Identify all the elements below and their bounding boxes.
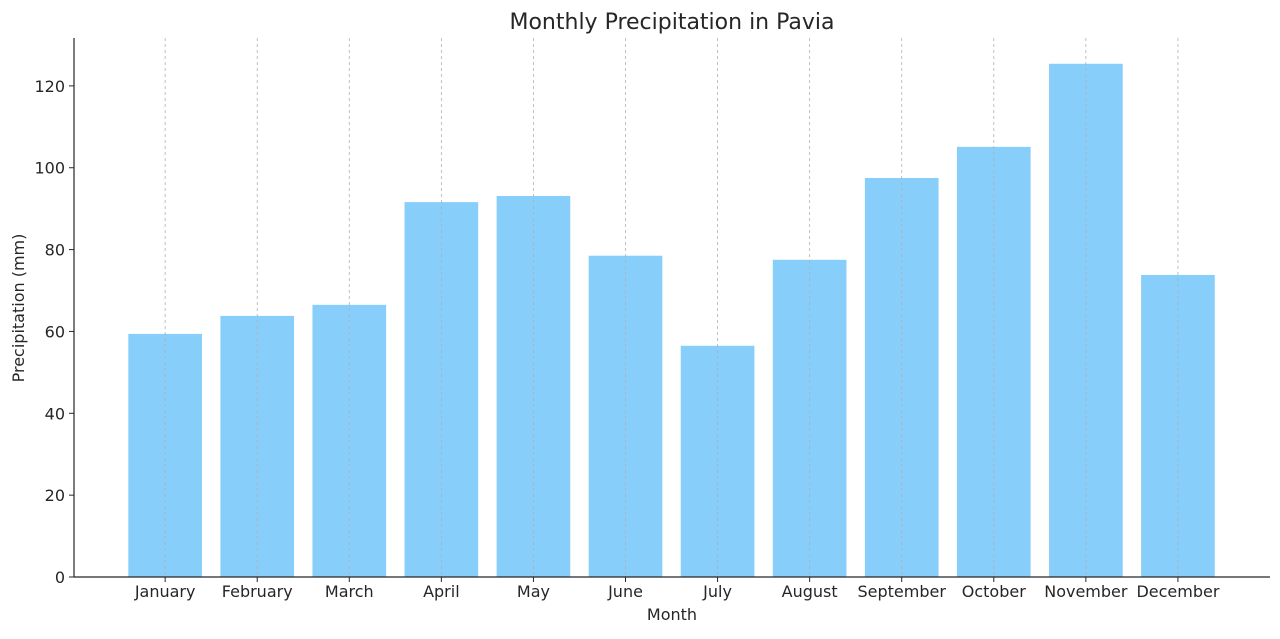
x-tick-label: July <box>702 582 732 601</box>
x-tick-labels: January February March April May June July Augu… <box>134 582 1220 601</box>
x-tick-label: January <box>134 582 196 601</box>
y-tick-label: 80 <box>45 241 65 260</box>
x-tick-label: June <box>607 582 643 601</box>
x-tick-label: March <box>325 582 374 601</box>
y-tick-label: 120 <box>34 77 65 96</box>
y-axis-label: Precipitation (mm) <box>9 234 28 383</box>
x-tick-label: September <box>857 582 946 601</box>
x-axis-label: Month <box>647 605 697 624</box>
axes <box>69 38 1270 582</box>
y-tick-label: 0 <box>55 568 65 587</box>
y-tick-label: 20 <box>45 486 65 505</box>
x-tick-label: May <box>517 582 550 601</box>
x-tick-label: February <box>222 582 293 601</box>
x-tick-label: August <box>782 582 838 601</box>
x-tick-label: April <box>423 582 460 601</box>
y-tick-label: 40 <box>45 404 65 423</box>
x-tick-label: October <box>962 582 1026 601</box>
y-tick-labels: 0 20 40 60 80 100 120 <box>34 77 65 587</box>
x-tick-label: December <box>1136 582 1219 601</box>
chart-title: Monthly Precipitation in Pavia <box>509 10 834 35</box>
y-tick-label: 60 <box>45 322 65 341</box>
x-tick-label: November <box>1044 582 1128 601</box>
bars <box>128 38 1215 578</box>
y-tick-label: 100 <box>34 159 65 178</box>
